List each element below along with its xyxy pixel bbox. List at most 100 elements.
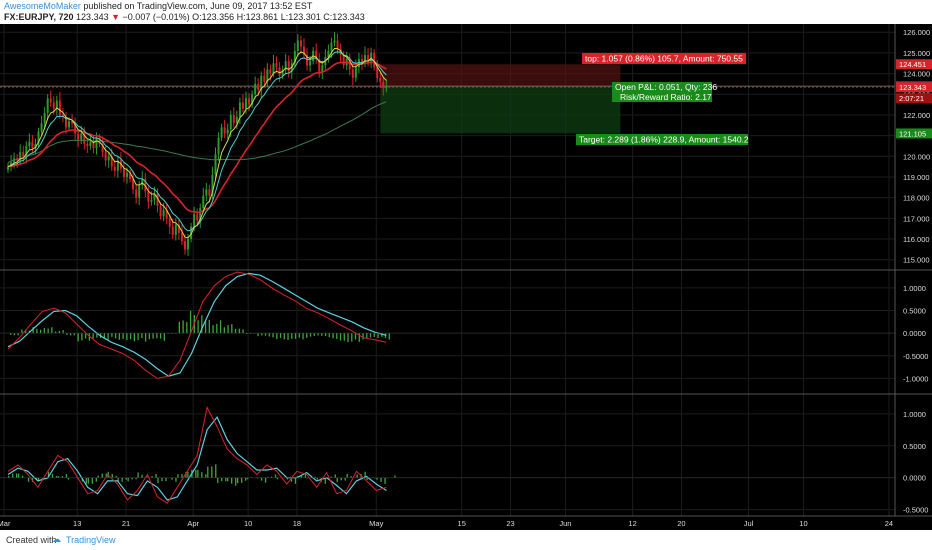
- histogram-bar: [324, 333, 327, 337]
- histogram-bar: [163, 333, 165, 341]
- candle-body: [174, 224, 177, 235]
- candle-body: [68, 121, 71, 128]
- histogram-bar: [330, 476, 332, 478]
- candle-body: [135, 189, 138, 198]
- histogram-bar: [181, 474, 183, 478]
- histogram-bar: [356, 474, 358, 478]
- histogram-bar: [234, 328, 237, 334]
- histogram-bar: [350, 476, 352, 478]
- price-change: −0.007 (−0.01%): [122, 12, 190, 22]
- symbol-label[interactable]: FX:EURJPY, 720: [4, 12, 74, 22]
- histogram-bar: [133, 333, 136, 342]
- histogram-bar: [141, 474, 143, 478]
- y-tick-label: 116.000: [903, 235, 930, 244]
- tradingview-link[interactable]: TradingView: [66, 535, 116, 545]
- candle-body: [370, 52, 373, 62]
- x-tick-label: May: [369, 519, 383, 528]
- x-tick-label: Jun: [559, 519, 571, 528]
- candle-body: [254, 83, 257, 95]
- histogram-bar: [336, 333, 338, 339]
- candle-body: [89, 141, 92, 146]
- histogram-bar: [197, 469, 199, 478]
- published-text: published on TradingView.com, June 09, 2…: [83, 1, 313, 11]
- candle-body: [339, 48, 342, 55]
- reward-zone: [380, 86, 621, 134]
- histogram-bar: [316, 477, 318, 480]
- histogram-bar: [373, 333, 375, 338]
- histogram-bar: [227, 477, 229, 482]
- candle-body: [95, 137, 98, 149]
- histogram-bar: [343, 333, 345, 341]
- histogram-bar: [241, 477, 243, 483]
- histogram-bar: [129, 333, 132, 340]
- histogram-bar: [344, 477, 346, 481]
- histogram-bar: [156, 333, 158, 339]
- candle-body: [248, 98, 251, 105]
- candle-body: [64, 117, 67, 128]
- y-tick-label: 0.5000: [903, 306, 926, 315]
- histogram-bar: [148, 333, 151, 340]
- histogram-bar: [227, 325, 229, 334]
- histogram-bar: [73, 333, 76, 336]
- histogram-bar: [207, 466, 209, 478]
- histogram-bar: [279, 333, 282, 338]
- histogram-bar: [283, 333, 285, 340]
- candle-body: [382, 81, 385, 89]
- histogram-bar: [17, 333, 19, 336]
- histogram-bar: [347, 333, 349, 343]
- candle-body: [77, 133, 80, 140]
- candle-body: [260, 75, 263, 91]
- stop-label-bg: [582, 53, 746, 64]
- x-tick-label: 10: [799, 519, 807, 528]
- x-tick-label: Apr: [187, 519, 199, 528]
- author-link[interactable]: AwesomeMoMaker: [4, 1, 81, 11]
- candle-body: [122, 168, 125, 177]
- histogram-bar: [95, 477, 97, 482]
- histogram-bar: [266, 477, 269, 478]
- histogram-bar: [276, 333, 278, 340]
- histogram-bar: [211, 466, 213, 478]
- y-tick-label: 122.000: [903, 111, 930, 120]
- histogram-bar: [105, 473, 107, 478]
- chart-area[interactable]: 126.000125.000124.000123.000122.000121.0…: [0, 24, 932, 530]
- candle-body: [177, 224, 180, 233]
- candle-body: [299, 40, 302, 47]
- histogram-bar: [66, 333, 68, 335]
- y-tick-label: 0.0000: [903, 329, 926, 338]
- candle-body: [132, 179, 135, 190]
- candle-body: [43, 112, 46, 124]
- candle-body: [40, 123, 43, 132]
- histogram-bar: [261, 333, 263, 336]
- candle-body: [208, 189, 211, 196]
- histogram-bar: [57, 476, 60, 478]
- y-tick-label: 117.000: [903, 214, 930, 223]
- histogram-bar: [369, 333, 372, 338]
- histogram-bar: [321, 333, 323, 336]
- ohlc-values: O:123.356 H:123.861 L:123.301 C:123.343: [192, 12, 365, 22]
- candle-body: [226, 129, 229, 134]
- candle-body: [351, 69, 354, 78]
- candle-body: [10, 162, 13, 167]
- histogram-bar: [314, 476, 317, 478]
- histogram-bar: [159, 333, 162, 339]
- candle-body: [71, 121, 74, 124]
- histogram-bar: [10, 333, 12, 335]
- histogram-bar: [384, 477, 386, 484]
- down-arrow-icon: ▼: [111, 12, 121, 22]
- histogram-bar: [61, 476, 64, 478]
- candle-body: [238, 102, 241, 118]
- histogram-bar: [21, 475, 24, 478]
- candle-body: [284, 61, 287, 70]
- histogram-bar: [374, 477, 376, 479]
- candle-body: [180, 232, 183, 242]
- candle-body: [22, 152, 25, 157]
- last-price-tag-bg: [896, 82, 932, 93]
- histogram-bar: [340, 477, 342, 481]
- histogram-bar: [107, 333, 109, 340]
- histogram-bar: [81, 333, 83, 341]
- histogram-bar: [300, 475, 303, 478]
- histogram-bar: [204, 320, 207, 334]
- ema-fast-line: [7, 47, 387, 239]
- cloud-icon: ☁: [52, 534, 61, 544]
